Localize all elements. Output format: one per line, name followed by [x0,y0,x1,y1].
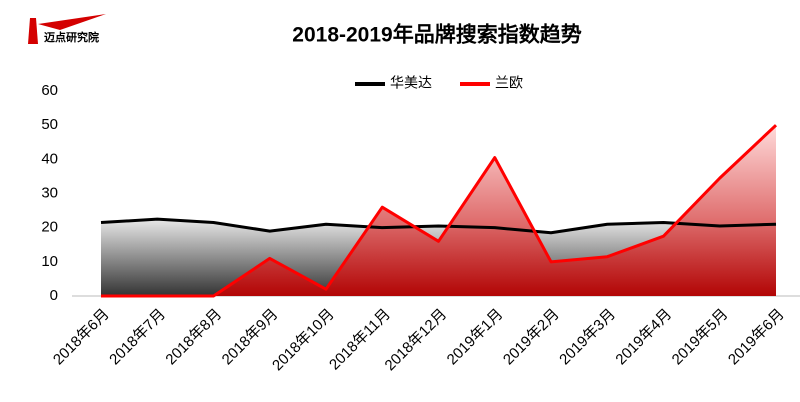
logo: 迈点研究院 [28,14,106,44]
line [100,217,777,235]
x-tick-label: 2019年2月 [500,306,563,369]
y-tick-label: 60 [41,82,58,99]
logo-swoosh [38,14,106,30]
legend-label: 华美达 [390,75,432,91]
chart-title: 2018-2019年品牌搜索指数趋势 [292,23,581,47]
x-tick-label: 2019年4月 [612,306,675,369]
x-tick-label: 2019年3月 [556,306,619,369]
x-tick-label: 2019年6月 [725,306,788,369]
y-tick-label: 30 [41,184,58,201]
x-tick-label: 2018年8月 [162,306,225,369]
y-tick-label: 50 [41,116,58,133]
x-tick-label: 2019年1月 [444,306,507,369]
x-tick-label: 2019年5月 [669,306,732,369]
x-tick-label: 2018年6月 [50,306,113,369]
y-tick-label: 0 [50,287,58,304]
logo-icon [28,18,38,44]
logo-text: 迈点研究院 [44,30,99,44]
legend-label: 兰欧 [495,75,523,91]
x-tick-label: 2018年7月 [106,306,169,369]
y-tick-label: 40 [41,150,58,167]
y-tick-label: 10 [41,253,58,270]
line [101,124,778,298]
y-tick-label: 20 [41,219,58,236]
area [101,125,776,297]
